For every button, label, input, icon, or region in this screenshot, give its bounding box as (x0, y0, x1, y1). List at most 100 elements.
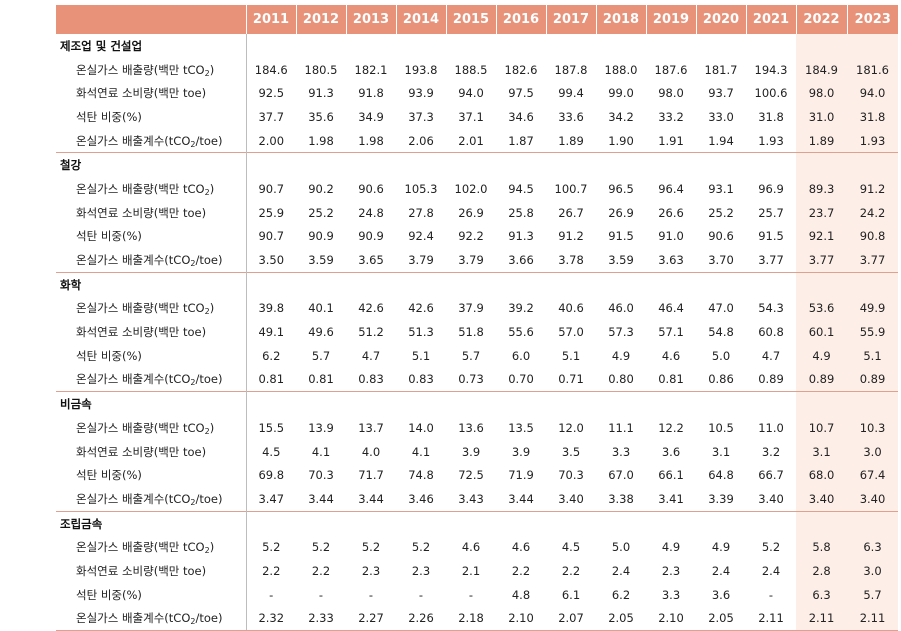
value-cell: 5.7 (311, 348, 331, 363)
empty-cell (696, 510, 746, 536)
value-cell: 0.71 (558, 372, 584, 387)
year-header-2018: 2018 (596, 5, 647, 34)
empty-cell (596, 510, 646, 536)
value-cell: 3.6 (661, 444, 681, 459)
year-header-2012: 2012 (296, 5, 347, 34)
value-cell: 93.9 (408, 86, 434, 101)
empty-cell (746, 152, 796, 178)
data-row-coal: 석탄 비중(%) 37.7 35.6 34.9 37.3 37.1 34.6 33.6 34.2… (56, 105, 898, 129)
value-cell: 2.05 (596, 606, 646, 631)
metric-label: 화석연료 소비량(백만 toe) (56, 320, 247, 344)
value-cell: 37.7 (258, 109, 285, 124)
value-cell: 47.0 (708, 301, 734, 316)
value-cell: 5.2 (761, 540, 781, 555)
value-cell: 0.80 (608, 372, 634, 387)
value-cell: 5.2 (411, 540, 431, 555)
value-cell: 188.5 (454, 62, 488, 77)
value-cell: 1.93 (758, 133, 784, 148)
header-corner (56, 5, 247, 34)
metric-label-subscript: 2 (204, 546, 210, 556)
value-cell: 1.94 (708, 133, 734, 148)
value-cell: 2.10 (646, 606, 696, 631)
value-cell: 4.5 (262, 444, 281, 459)
metric-label: 화석연료 소비량(백만 toe) (56, 200, 247, 225)
value-cell: 3.9 (461, 444, 481, 459)
section-title: 화학 (56, 271, 247, 297)
metric-label-text: 온실가스 배출량(백만 tCO (76, 181, 205, 196)
metric-label-text: 온실가스 배출량(백만 tCO (76, 540, 205, 555)
metric-label-text: 화석연료 소비량(백만 toe) (76, 205, 207, 220)
empty-cell (646, 152, 696, 178)
value-cell: 25.7 (758, 205, 784, 220)
value-cell: 5.2 (311, 540, 331, 555)
data-row-fuel: 화석연료 소비량(백만 toe) 49.1 49.6 51.2 51.3 51.8 55.6… (56, 320, 898, 344)
data-row-fuel: 화석연료 소비량(백만 toe) 25.9 25.2 24.8 27.8 26.9 25.8… (56, 200, 898, 225)
metric-label: 화석연료 소비량(백만 toe) (56, 439, 247, 464)
value-cell: 3.1 (796, 439, 847, 464)
empty-cell (646, 391, 696, 416)
value-cell: 3.41 (658, 491, 684, 506)
value-cell: 4.5 (561, 540, 581, 555)
empty-cell (496, 391, 546, 416)
empty-cell (696, 391, 746, 416)
empty-cell (346, 34, 396, 58)
empty-cell (346, 152, 396, 178)
section-title: 철강 (56, 152, 247, 178)
value-cell: 54.3 (758, 301, 784, 316)
value-cell: 91.2 (847, 177, 898, 201)
value-cell: 2.4 (711, 563, 731, 578)
value-cell: 15.5 (258, 420, 285, 435)
value-cell: 4.6 (461, 540, 481, 555)
value-cell: 3.63 (658, 253, 684, 268)
empty-cell (246, 34, 296, 58)
metric-label: 석탄 비중(%) (56, 105, 247, 129)
value-cell: - (368, 587, 374, 602)
table-body: 제조업 및 건설업 온실가스 배출량(백만 tCO2) 184.6 180.5 182.… (56, 34, 898, 631)
value-cell: 182.6 (504, 62, 538, 77)
value-cell: 10.7 (796, 416, 847, 440)
section-title: 제조업 및 건설업 (56, 34, 247, 58)
metric-label: 석탄 비중(%) (56, 224, 247, 249)
value-cell: 2.07 (546, 606, 596, 631)
value-cell: 3.77 (758, 253, 784, 268)
value-cell: 66.7 (758, 468, 784, 483)
value-cell: 3.0 (847, 439, 898, 464)
value-cell: 3.79 (408, 253, 434, 268)
empty-cell (847, 271, 898, 297)
value-cell: 69.8 (258, 468, 285, 483)
metric-label-text: 석탄 비중(%) (76, 468, 142, 483)
value-cell: 2.01 (458, 133, 484, 148)
value-cell: 91.5 (608, 229, 634, 244)
value-cell: 68.0 (796, 463, 847, 488)
data-row-fuel: 화석연료 소비량(백만 toe) 4.5 4.1 4.0 4.1 3.9 3.9 3.5 3.3… (56, 439, 898, 464)
metric-label: 온실가스 배출량(백만 tCO2) (56, 57, 247, 82)
value-cell: 53.6 (796, 296, 847, 321)
empty-cell (796, 391, 847, 416)
value-cell: 46.0 (608, 301, 634, 316)
year-header-2011: 2011 (246, 5, 297, 34)
empty-cell (246, 391, 296, 416)
metric-label-suffix: ) (209, 62, 215, 77)
value-cell: 3.40 (796, 487, 847, 512)
metric-label-text: 온실가스 배출계수(tCO (76, 253, 191, 268)
value-cell: - (418, 587, 424, 602)
empty-cell (696, 34, 746, 58)
metric-label-text: 석탄 비중(%) (76, 109, 142, 124)
metric-label-text: 온실가스 배출량(백만 tCO (76, 62, 205, 77)
empty-cell (596, 271, 646, 297)
empty-cell (646, 271, 696, 297)
value-cell: 39.2 (508, 301, 534, 316)
value-cell: 3.1 (711, 444, 731, 459)
value-cell: 26.7 (558, 205, 584, 220)
data-row-emissions: 온실가스 배출량(백만 tCO2) 39.8 40.1 42.6 42.6 37.9 39.… (56, 296, 898, 321)
value-cell: 0.81 (258, 372, 285, 387)
value-cell: 35.6 (308, 109, 334, 124)
metric-label-subscript: 2 (204, 426, 210, 436)
value-cell: 2.27 (346, 606, 396, 631)
empty-cell (346, 271, 396, 297)
empty-cell (847, 34, 898, 58)
value-cell: 0.83 (358, 372, 384, 387)
empty-cell (796, 510, 847, 536)
empty-cell (446, 510, 496, 536)
